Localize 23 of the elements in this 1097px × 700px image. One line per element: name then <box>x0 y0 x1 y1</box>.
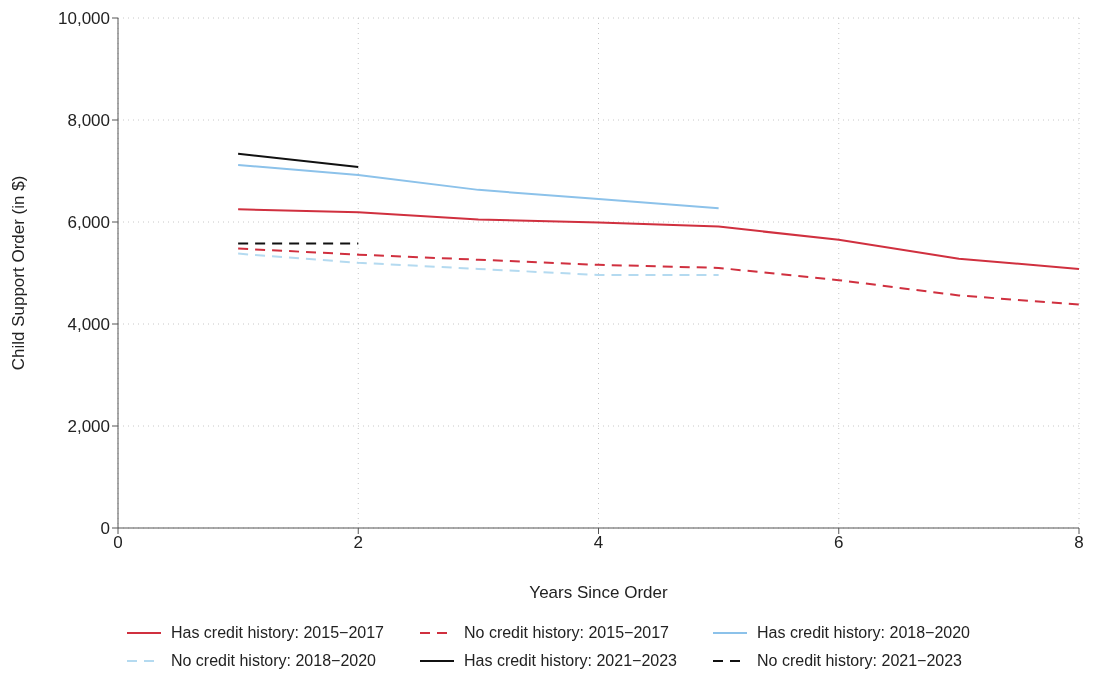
y-tick-label: 6,000 <box>67 213 110 233</box>
line-series <box>237 208 1079 270</box>
legend-label: No credit history: 2015−2017 <box>463 624 669 642</box>
legend-label: No credit history: 2018−2020 <box>170 652 376 670</box>
x-tick-label: 6 <box>834 533 844 553</box>
line-series <box>237 247 1079 306</box>
y-tick-label: 2,000 <box>67 417 110 437</box>
x-axis-title: Years Since Order <box>529 583 668 602</box>
y-tick-label: 4,000 <box>67 315 110 335</box>
x-tick-label: 0 <box>113 533 123 553</box>
y-axis-title: Child Support Order (in $) <box>9 175 29 371</box>
line-series <box>237 163 720 210</box>
legend-label: Has credit history: 2015−2017 <box>170 624 384 642</box>
legend-label: Has credit history: 2018−2020 <box>757 624 971 642</box>
x-tick-label: 4 <box>593 533 604 553</box>
x-tick-label: 2 <box>353 533 363 553</box>
line-series <box>237 252 720 277</box>
y-tick-label: 0 <box>100 519 110 539</box>
legend-label: No credit history: 2021−2023 <box>757 652 963 670</box>
x-tick-label: 8 <box>1074 533 1084 553</box>
y-tick-label: 8,000 <box>67 111 110 131</box>
y-tick-label: 10,000 <box>58 9 110 29</box>
legend-label: Has credit history: 2021−2023 <box>463 652 677 670</box>
